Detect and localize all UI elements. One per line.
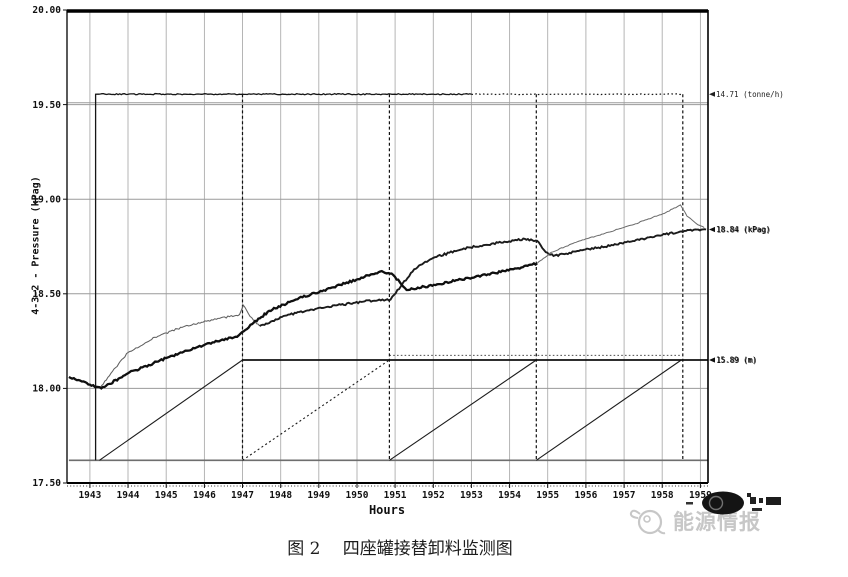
blob-dash (686, 502, 693, 505)
caption-text: 图 2 四座罐接替卸料监测图 (287, 539, 513, 559)
tank-level-label: 15.89 (m) (716, 356, 757, 365)
tank-level-ramp-1 (99, 359, 243, 461)
figure-caption: 图 2 四座罐接替卸料监测图 (0, 534, 800, 559)
tank-switch-event-lines (241, 94, 684, 461)
y-tick-label: 18.50 (32, 289, 61, 300)
tank-level-label-arrow (709, 357, 715, 363)
blob-mark (766, 497, 781, 505)
tank-level-ramp-3 (389, 359, 537, 461)
blob-mark (747, 493, 751, 497)
x-tick-label: 1945 (155, 490, 178, 501)
flow-rate-label: 14.71 (tonne/h) (716, 90, 784, 99)
y-tick-label: 19.50 (32, 100, 61, 111)
pressure-tank-a-early (99, 304, 261, 389)
x-tick-label: 1951 (384, 490, 407, 501)
x-tick-label: 1946 (193, 490, 216, 501)
tank-level-label-shadow: 15.89 (m) (717, 356, 758, 365)
final-pressure-label: 18.84 (kPag) (716, 225, 770, 234)
gridlines (67, 10, 708, 483)
annotations: 14.71 (tonne/h)18.84 (kPag)18.84 (kPag)1… (709, 90, 784, 365)
watermark-text: 能源情报 (673, 510, 761, 534)
x-tick-label: 1959 (689, 490, 712, 501)
x-tick-label: 1947 (231, 490, 254, 501)
x-tick-label: 1949 (307, 490, 330, 501)
tank-level-ramp-2 (242, 359, 390, 461)
y-tick-label: 20.00 (32, 5, 61, 16)
blob-ring (708, 495, 724, 511)
x-tick-label: 1943 (78, 490, 101, 501)
x-tick-label: 1955 (536, 490, 559, 501)
x-tick-label: 1958 (651, 490, 674, 501)
x-tick-label: 1953 (460, 490, 483, 501)
unloading-flow-rate-dotted (471, 93, 683, 96)
y-axis-title: 4-3-2 - Pressure (kPag) (30, 176, 42, 315)
x-tick-label: 1954 (498, 490, 521, 501)
blob-mark (759, 498, 763, 503)
x-tick-label: 1956 (574, 490, 597, 501)
dark-logo-blob (686, 491, 781, 515)
y-tick-label: 19.00 (32, 194, 61, 205)
pressure-monitoring-chart: 1943 1944 1945 1946 1947 1948 1949 1950 1951 1952… (32, 5, 784, 501)
plot-borders (66, 9, 709, 487)
bird-logo-icon (629, 509, 666, 535)
x-tick-label: 1944 (117, 490, 140, 501)
final-pressure-label-arrow (709, 226, 715, 233)
y-axis-ticks: 20.00 19.50 19.00 18.50 18.00 17.50 (32, 5, 67, 489)
flow-rate-label-arrow (709, 91, 715, 97)
unloading-flow-rate (94, 92, 472, 461)
blob-mark (750, 497, 756, 504)
blob-mark (752, 508, 762, 511)
y-tick-label: 17.50 (32, 478, 61, 489)
pressure-tank-b-main (68, 261, 538, 390)
y-tick-label: 18.00 (32, 384, 61, 395)
pressure-tank-b-final (536, 204, 705, 264)
x-tick-label: 1948 (269, 490, 292, 501)
x-axis-title: Hours (368, 503, 406, 517)
tank-level-ramp-4 (535, 359, 682, 461)
pressure-tank-a-late (259, 228, 707, 327)
watermark: 能源情报 (628, 504, 761, 538)
final-pressure-label-shadow: 18.84 (kPag) (717, 226, 771, 235)
x-axis-ticks: 1943 1944 1945 1946 1947 1948 1949 1950 1951 1952… (78, 483, 712, 501)
x-tick-label: 1957 (613, 490, 636, 501)
x-tick-label: 1952 (422, 490, 445, 501)
x-tick-label: 1950 (346, 490, 369, 501)
